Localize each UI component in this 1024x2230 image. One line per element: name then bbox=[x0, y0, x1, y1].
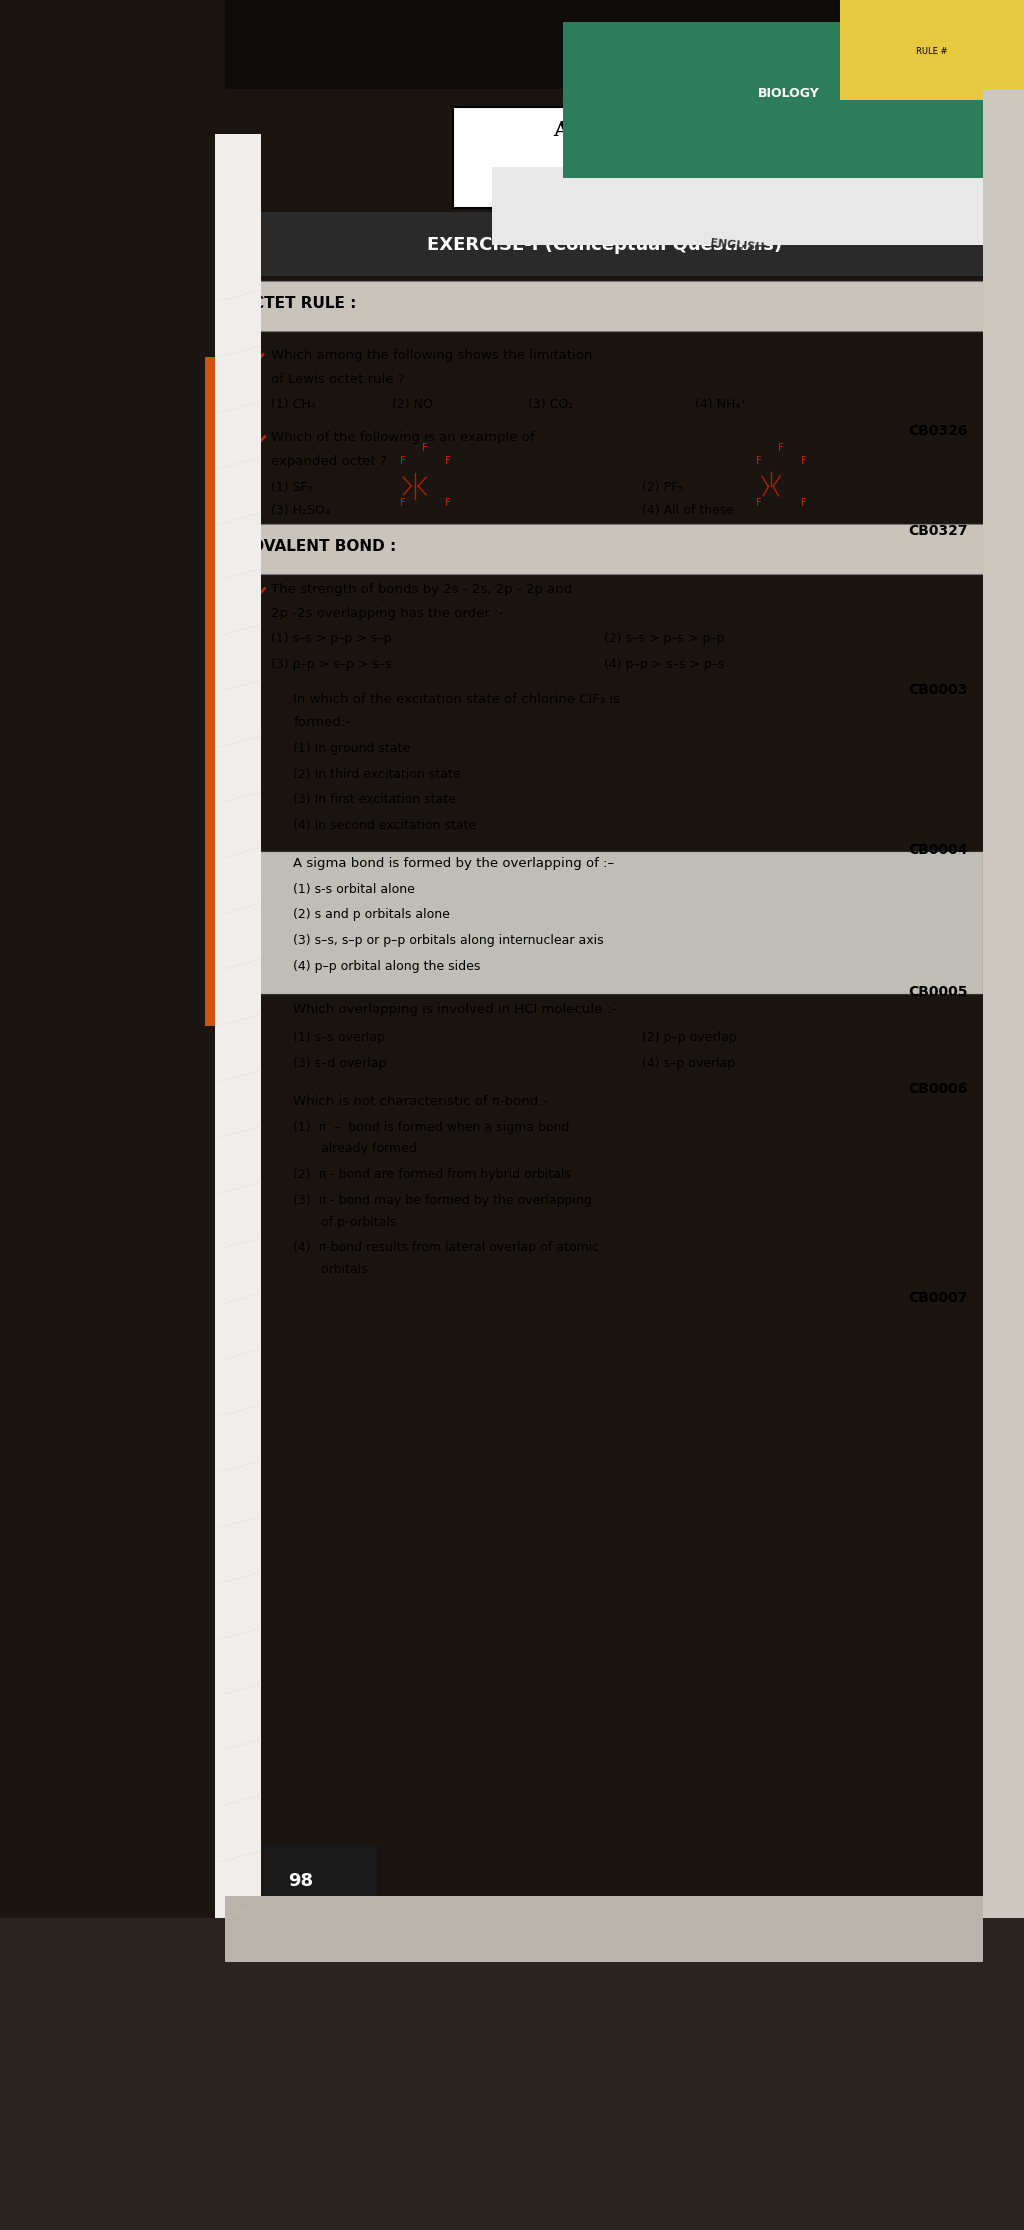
Text: (2) In third excitation state: (2) In third excitation state bbox=[294, 767, 461, 780]
FancyBboxPatch shape bbox=[225, 852, 983, 995]
Text: expanded octet ?: expanded octet ? bbox=[270, 455, 387, 468]
Bar bbox=[0, 0, 225, 2230]
Text: COVALENT BOND :: COVALENT BOND : bbox=[241, 540, 396, 553]
Text: F: F bbox=[422, 444, 428, 453]
Text: (3) p–p > s–p > s–s: (3) p–p > s–p > s–s bbox=[270, 658, 391, 671]
Text: 7.: 7. bbox=[241, 1095, 257, 1111]
Text: (4) In second excitation state: (4) In second excitation state bbox=[294, 818, 477, 832]
Text: CB0003: CB0003 bbox=[908, 682, 968, 698]
Text: BIOLOGY: BIOLOGY bbox=[758, 87, 819, 100]
Bar bbox=[205, 357, 246, 1026]
Text: The strength of bonds by 2s - 2s, 2p - 2p and: The strength of bonds by 2s - 2s, 2p - 2… bbox=[270, 582, 572, 595]
Text: (3) s–d overlap: (3) s–d overlap bbox=[294, 1057, 387, 1070]
Text: 2.: 2. bbox=[241, 430, 257, 446]
Text: Which is not characteristic of π-bond:-: Which is not characteristic of π-bond:- bbox=[294, 1095, 548, 1108]
Text: CB0007: CB0007 bbox=[908, 1291, 968, 1305]
Text: 2p -2s overlapping has the order :-: 2p -2s overlapping has the order :- bbox=[270, 607, 503, 620]
Text: CB0005: CB0005 bbox=[908, 986, 968, 999]
FancyBboxPatch shape bbox=[225, 1844, 377, 1918]
Text: RULE #: RULE # bbox=[916, 47, 947, 56]
Text: Pre-Medical: Pre-Medical bbox=[573, 178, 635, 190]
Text: (2) NO: (2) NO bbox=[392, 399, 433, 410]
Text: Which of the following is an example of: Which of the following is an example of bbox=[270, 430, 535, 444]
Text: F: F bbox=[778, 444, 784, 453]
Text: F: F bbox=[399, 497, 406, 508]
Text: F: F bbox=[801, 457, 807, 466]
Text: 4.: 4. bbox=[241, 694, 257, 707]
Text: (3)  π - bond may be formed by the overlapping: (3) π - bond may be formed by the overla… bbox=[294, 1193, 592, 1206]
Text: of p-orbitals: of p-orbitals bbox=[294, 1215, 397, 1229]
Text: CB0006: CB0006 bbox=[908, 1082, 968, 1097]
Text: CB0327: CB0327 bbox=[908, 524, 968, 537]
Text: formed:-: formed:- bbox=[294, 716, 350, 729]
Text: (4) p–p orbital along the sides: (4) p–p orbital along the sides bbox=[294, 959, 481, 972]
Text: (2) s–s > p–s > p–p: (2) s–s > p–s > p–p bbox=[604, 633, 725, 644]
Text: 98: 98 bbox=[289, 1873, 313, 1891]
Text: 3.: 3. bbox=[241, 582, 257, 598]
Text: 6.: 6. bbox=[241, 1004, 257, 1019]
FancyBboxPatch shape bbox=[225, 212, 983, 277]
Text: (1) s–s > p–p > s–p: (1) s–s > p–p > s–p bbox=[270, 633, 391, 644]
Text: OCTET RULE :: OCTET RULE : bbox=[241, 297, 356, 310]
Text: (2)  π - bond are formed from hybrid orbitals: (2) π - bond are formed from hybrid orbi… bbox=[294, 1169, 571, 1182]
Text: (4) NH₄⁺: (4) NH₄⁺ bbox=[695, 399, 748, 410]
Text: 1.: 1. bbox=[241, 348, 257, 363]
Bar bbox=[983, 0, 1024, 2230]
Text: (3) H₂SO₄: (3) H₂SO₄ bbox=[270, 504, 330, 517]
Bar bbox=[492, 167, 1024, 245]
Text: Which overlapping is involved in HCl molecule :–: Which overlapping is involved in HCl mol… bbox=[294, 1004, 618, 1017]
Text: (2) PF₅: (2) PF₅ bbox=[642, 479, 683, 493]
Text: In which of the excitation state of chlorine ClF₃ is: In which of the excitation state of chlo… bbox=[294, 694, 621, 705]
Text: F: F bbox=[756, 457, 761, 466]
Text: (3) s–s, s–p or p–p orbitals along internuclear axis: (3) s–s, s–p or p–p orbitals along inter… bbox=[294, 934, 604, 948]
Bar bbox=[0, 0, 1024, 89]
FancyBboxPatch shape bbox=[225, 524, 983, 573]
Bar bbox=[0, 1918, 1024, 2230]
FancyBboxPatch shape bbox=[453, 107, 756, 207]
Text: F: F bbox=[445, 497, 451, 508]
Bar bbox=[215, 134, 261, 1918]
Text: already formed: already formed bbox=[294, 1142, 418, 1155]
Text: (3) In first excitation state: (3) In first excitation state bbox=[294, 794, 457, 807]
Text: (1) CH₄: (1) CH₄ bbox=[270, 399, 315, 410]
Text: (4) p–p > s–s > p–s: (4) p–p > s–s > p–s bbox=[604, 658, 725, 671]
Polygon shape bbox=[756, 89, 983, 207]
Bar bbox=[225, 1896, 983, 1962]
Text: (4) s–p overlap: (4) s–p overlap bbox=[642, 1057, 735, 1070]
Text: 5.: 5. bbox=[241, 856, 257, 872]
Text: CB0326: CB0326 bbox=[908, 424, 968, 437]
Text: ALLEN®: ALLEN® bbox=[553, 120, 655, 140]
Text: (4) All of these: (4) All of these bbox=[642, 504, 734, 517]
Text: orbitals: orbitals bbox=[294, 1262, 369, 1276]
Text: F: F bbox=[445, 457, 451, 466]
Text: ENGLISH: ENGLISH bbox=[710, 239, 765, 252]
Text: EXERCISE-I (Conceptual Questions): EXERCISE-I (Conceptual Questions) bbox=[427, 236, 781, 254]
FancyBboxPatch shape bbox=[225, 281, 983, 330]
Text: F: F bbox=[399, 457, 406, 466]
Text: of Lewis octet rule ?: of Lewis octet rule ? bbox=[270, 372, 404, 386]
Bar bbox=[983, 89, 1024, 1918]
Text: (1) SF₆: (1) SF₆ bbox=[270, 479, 312, 493]
Bar bbox=[840, 0, 1024, 100]
Text: (1) s–s overlap: (1) s–s overlap bbox=[294, 1030, 385, 1044]
Text: Which among the following shows the limitation: Which among the following shows the limi… bbox=[270, 348, 592, 361]
Text: F: F bbox=[756, 497, 761, 508]
Text: (4)  π-bond results from lateral overlap of atomic: (4) π-bond results from lateral overlap … bbox=[294, 1242, 600, 1253]
Text: (1) In ground state: (1) In ground state bbox=[294, 743, 411, 756]
Text: (2) p–p overlap: (2) p–p overlap bbox=[642, 1030, 736, 1044]
Text: (3) CO₂: (3) CO₂ bbox=[528, 399, 573, 410]
Text: (1) s-s orbital alone: (1) s-s orbital alone bbox=[294, 883, 416, 896]
Text: CB0004: CB0004 bbox=[908, 843, 968, 856]
Text: F: F bbox=[801, 497, 807, 508]
Bar bbox=[563, 22, 1024, 178]
Text: (1)  π  –  bond is formed when a sigma bond: (1) π – bond is formed when a sigma bond bbox=[294, 1119, 569, 1133]
Text: (2) s and p orbitals alone: (2) s and p orbitals alone bbox=[294, 908, 451, 921]
Text: A sigma bond is formed by the overlapping of :–: A sigma bond is formed by the overlappin… bbox=[294, 856, 614, 870]
